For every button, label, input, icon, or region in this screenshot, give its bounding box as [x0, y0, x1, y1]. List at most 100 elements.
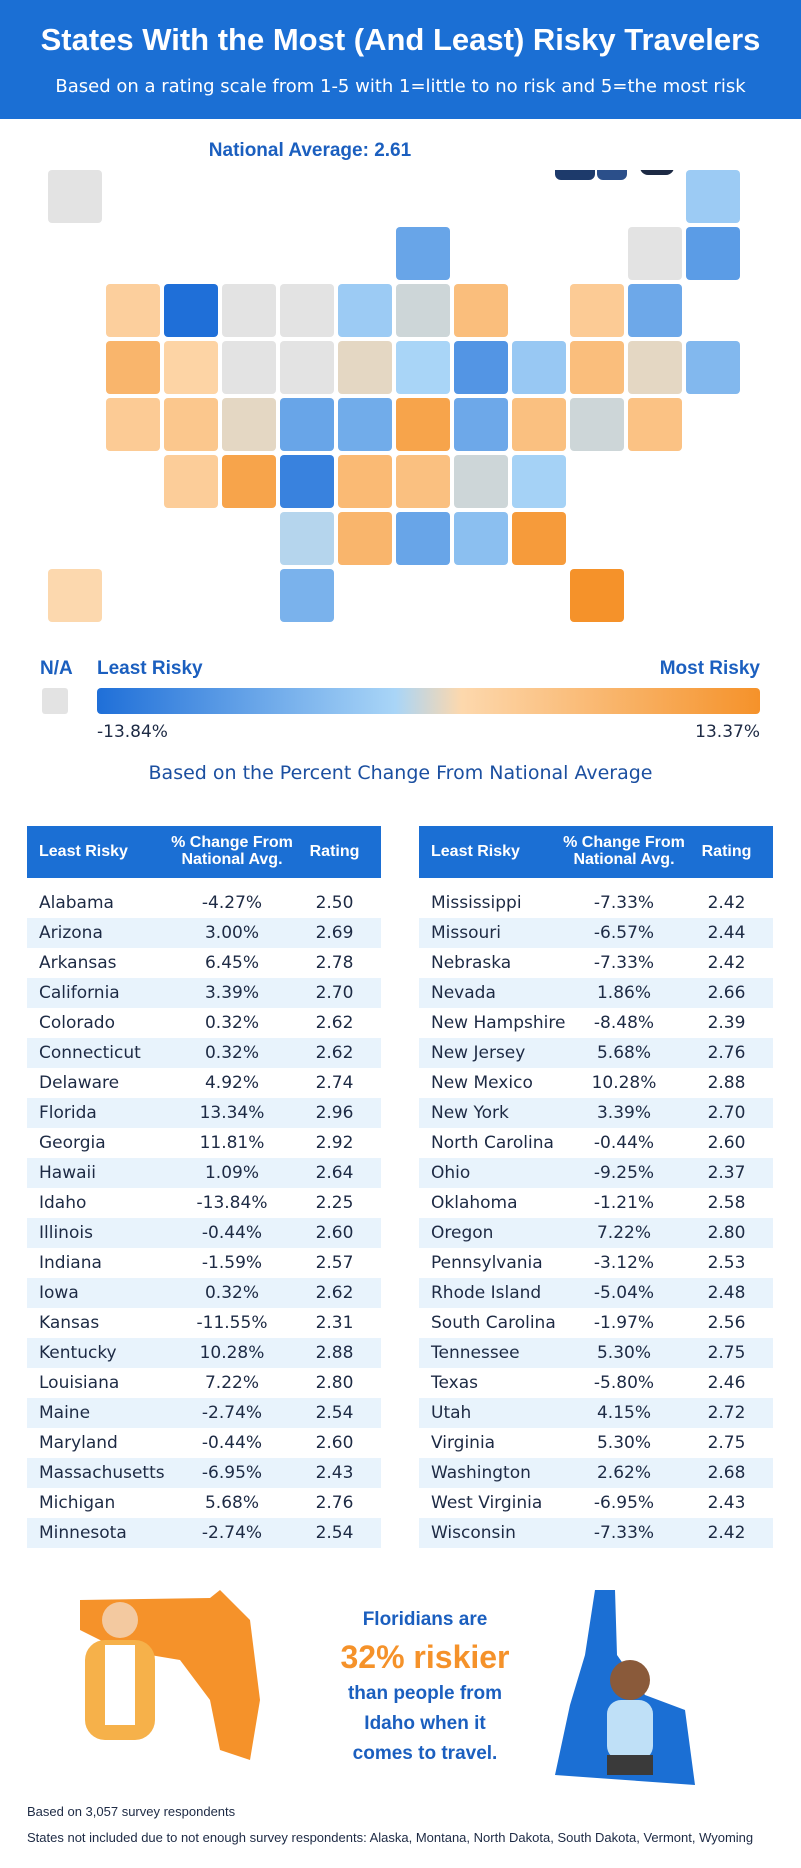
state-name: Alabama	[39, 893, 114, 913]
table-row: Texas -5.80% 2.46	[419, 1368, 773, 1398]
table-row: Missouri -6.57% 2.44	[419, 918, 773, 948]
state-tile	[570, 398, 624, 451]
state-tile	[338, 341, 392, 394]
percent-change: -0.44%	[593, 1133, 655, 1153]
state-tile	[106, 341, 160, 394]
rating: 2.80	[707, 1223, 746, 1243]
state-name: New York	[431, 1103, 509, 1123]
state-tile	[48, 569, 102, 622]
percent-change: -5.80%	[593, 1373, 655, 1393]
state-tile	[570, 341, 624, 394]
state-name: Virginia	[431, 1433, 496, 1453]
table-row: New Hampshire -8.48% 2.39	[419, 1008, 773, 1038]
state-tile	[164, 398, 218, 451]
state-name: Nebraska	[431, 953, 512, 973]
table-row: Nevada 1.86% 2.66	[419, 978, 773, 1008]
callout-line: than people from	[347, 1683, 503, 1704]
table-row: West Virginia -6.95% 2.43	[419, 1488, 773, 1518]
travelers-illustration	[555, 170, 674, 180]
rating: 2.44	[707, 923, 746, 943]
table-row: Wisconsin -7.33% 2.42	[419, 1518, 773, 1548]
rating: 2.70	[315, 983, 354, 1003]
rating: 2.75	[707, 1343, 746, 1363]
percent-change: 3.39%	[204, 983, 259, 1003]
rating: 2.96	[315, 1103, 354, 1123]
legend-least: Least Risky	[97, 658, 203, 679]
title: States With the Most (And Least) Risky T…	[40, 22, 761, 57]
percent-change: -5.04%	[593, 1283, 655, 1303]
table-row: Nebraska -7.33% 2.42	[419, 948, 773, 978]
percent-change: 6.45%	[204, 953, 259, 973]
state-name: Massachusetts	[39, 1463, 165, 1483]
idaho-illustration	[555, 1590, 695, 1785]
table-row: Utah 4.15% 2.72	[419, 1398, 773, 1428]
percent-change: 10.28%	[199, 1343, 265, 1363]
state-tile	[338, 398, 392, 451]
percent-change: -9.25%	[593, 1163, 655, 1183]
rating: 2.54	[315, 1403, 354, 1423]
state-tile	[280, 398, 334, 451]
table-row: South Carolina -1.97% 2.56	[419, 1308, 773, 1338]
table-row: Arizona 3.00% 2.69	[27, 918, 381, 948]
state-name: Florida	[39, 1103, 97, 1123]
state-name: Georgia	[39, 1133, 106, 1153]
rating: 2.70	[707, 1103, 746, 1123]
rating: 2.76	[707, 1043, 746, 1063]
table-header: Least Risky % Change From National Avg. Rat…	[27, 826, 381, 878]
percent-change: 0.32%	[204, 1283, 259, 1303]
state-name: California	[39, 983, 120, 1003]
column-header: Rating	[701, 843, 752, 860]
percent-change: 2.62%	[596, 1463, 651, 1483]
column-header: Rating	[309, 843, 360, 860]
state-na	[48, 170, 102, 223]
callout-line: Floridians are	[362, 1609, 488, 1630]
legend-na-swatch	[42, 688, 68, 714]
callout: Floridians are 32% riskier than people fro…	[295, 1605, 555, 1769]
percent-change: -2.74%	[201, 1403, 263, 1423]
table-row: Oregon 7.22% 2.80	[419, 1218, 773, 1248]
state-tile	[686, 227, 740, 280]
state-tile	[280, 569, 334, 622]
state-name: Arizona	[39, 923, 103, 943]
state-tile	[338, 455, 392, 508]
table-row: Virginia 5.30% 2.75	[419, 1428, 773, 1458]
state-tile	[570, 569, 624, 622]
state-tile	[512, 398, 566, 451]
rating: 2.69	[315, 923, 354, 943]
percent-change: 4.92%	[204, 1073, 259, 1093]
table-row: Mississippi -7.33% 2.42	[419, 888, 773, 918]
rating: 2.43	[707, 1493, 746, 1513]
percent-change: 3.39%	[596, 1103, 651, 1123]
state-na	[222, 284, 276, 337]
table-row: Maine -2.74% 2.54	[27, 1398, 381, 1428]
state-name: Indiana	[39, 1253, 102, 1273]
rating: 2.76	[315, 1493, 354, 1513]
rating: 2.42	[707, 893, 746, 913]
state-tile	[454, 284, 508, 337]
state-na	[280, 284, 334, 337]
state-tile	[454, 341, 508, 394]
column-header: % Change From National Avg.	[559, 834, 689, 868]
state-name: Missouri	[431, 923, 501, 943]
table-row: Oklahoma -1.21% 2.58	[419, 1188, 773, 1218]
rating: 2.72	[707, 1403, 746, 1423]
rating: 2.64	[315, 1163, 354, 1183]
table-row: Kentucky 10.28% 2.88	[27, 1338, 381, 1368]
rating: 2.80	[315, 1373, 354, 1393]
rating: 2.75	[707, 1433, 746, 1453]
table-row: Florida 13.34% 2.96	[27, 1098, 381, 1128]
state-tile	[280, 455, 334, 508]
table-row: Indiana -1.59% 2.57	[27, 1248, 381, 1278]
state-name: Maryland	[39, 1433, 118, 1453]
rating: 2.78	[315, 953, 354, 973]
state-name: West Virginia	[431, 1493, 543, 1513]
state-tile	[222, 455, 276, 508]
percent-change: 10.28%	[591, 1073, 657, 1093]
state-tile	[628, 284, 682, 337]
column-header: Least Risky	[431, 843, 520, 860]
rating: 2.43	[315, 1463, 354, 1483]
column-header: Least Risky	[39, 843, 128, 860]
table-row: Washington 2.62% 2.68	[419, 1458, 773, 1488]
table-row: Delaware 4.92% 2.74	[27, 1068, 381, 1098]
state-tile	[280, 512, 334, 565]
